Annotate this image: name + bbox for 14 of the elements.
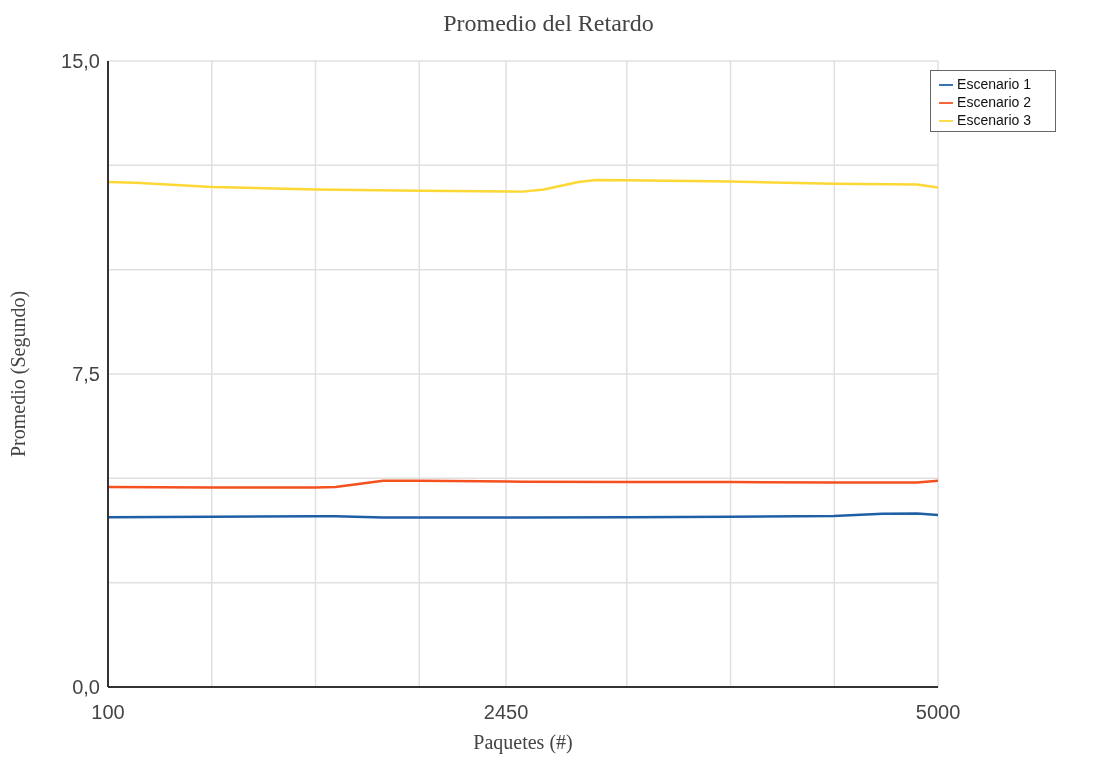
- y-axis-title: Promedio (Segundo): [7, 290, 31, 458]
- x-tick-label: 100: [91, 701, 125, 724]
- legend-label: Escenario 3: [957, 112, 1031, 128]
- legend-label: Escenario 1: [957, 76, 1031, 92]
- chart-title: Promedio del Retardo: [442, 10, 655, 37]
- x-tick-label: 2450: [483, 701, 529, 724]
- line-series: [108, 479, 939, 489]
- x-tick-label: 5000: [915, 701, 961, 724]
- x-axis-title: Paquetes (#): [473, 731, 573, 754]
- line-series: [108, 178, 939, 193]
- legend-label: Escenario 2: [957, 94, 1031, 110]
- y-tick-label: 15,0: [61, 50, 100, 73]
- y-tick-label: 0,0: [72, 676, 100, 699]
- y-tick-label: 7,5: [72, 363, 100, 386]
